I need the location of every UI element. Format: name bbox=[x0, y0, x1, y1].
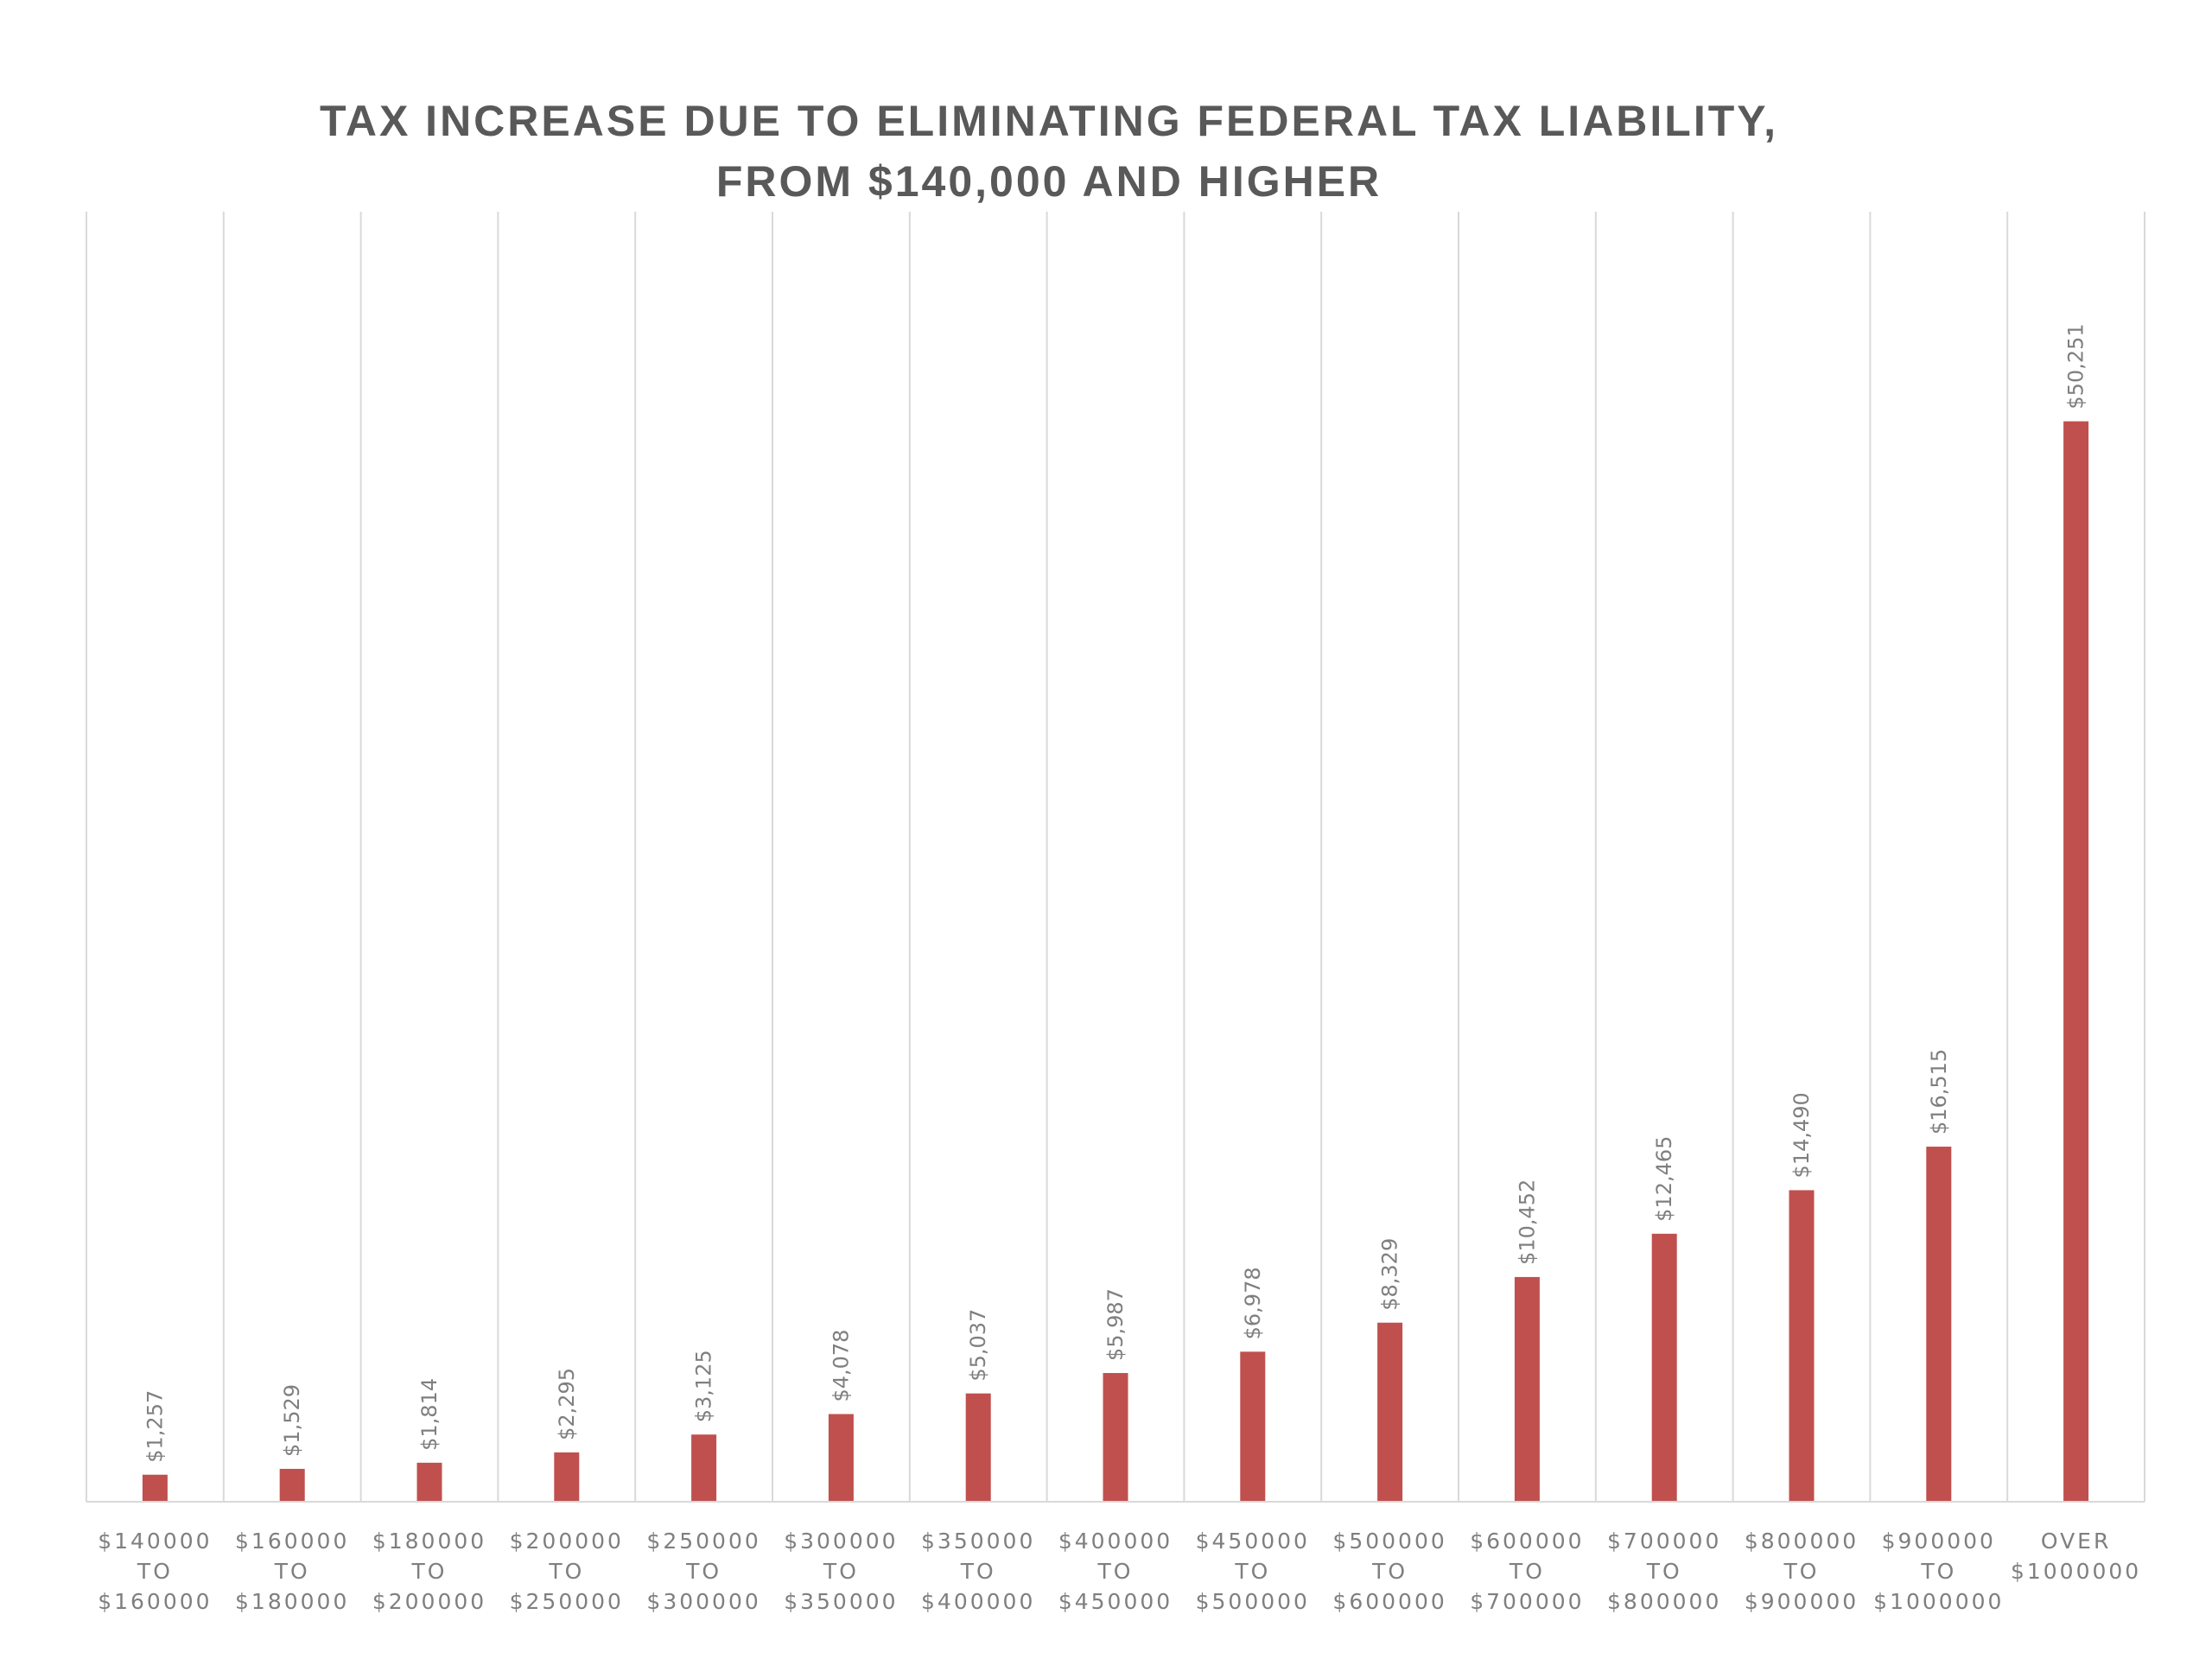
x-tick-label: $400000 bbox=[921, 1589, 1035, 1614]
x-tick-label: OVER bbox=[2041, 1529, 2112, 1554]
bar bbox=[1789, 1190, 1815, 1502]
x-tick-label: $450000 bbox=[1058, 1589, 1173, 1614]
x-tick-label: TO bbox=[1783, 1559, 1820, 1584]
x-tick-label: TO bbox=[274, 1559, 310, 1584]
bar bbox=[965, 1393, 991, 1502]
x-tick-label: TO bbox=[411, 1559, 448, 1584]
bar bbox=[691, 1434, 717, 1502]
data-label: $5,037 bbox=[966, 1309, 990, 1382]
bar bbox=[1926, 1147, 1952, 1502]
chart-title-line-2: FROM $140,000 AND HIGHER bbox=[715, 157, 1382, 206]
x-tick-label: $200000 bbox=[372, 1589, 486, 1614]
x-tick-label: $200000 bbox=[510, 1529, 624, 1554]
x-tick-label: $160000 bbox=[235, 1529, 349, 1554]
x-tick-label: $500000 bbox=[1332, 1529, 1446, 1554]
bar bbox=[554, 1452, 580, 1502]
x-tick-label: TO bbox=[1646, 1559, 1682, 1584]
x-tick-label: $250000 bbox=[510, 1589, 624, 1614]
x-tick-label: $900000 bbox=[1745, 1589, 1859, 1614]
x-tick-label: TO bbox=[1097, 1559, 1134, 1584]
x-tick-label: $450000 bbox=[1196, 1529, 1310, 1554]
chart-title-line-1: TAX INCREASE DUE TO ELIMINATING FEDERAL … bbox=[320, 97, 1778, 145]
x-tick-label: TO bbox=[823, 1559, 859, 1584]
x-tick-label: $700000 bbox=[1470, 1589, 1584, 1614]
x-tick-label: $1000000 bbox=[1873, 1589, 2004, 1614]
x-tick-label: $180000 bbox=[235, 1589, 349, 1614]
x-tick-label: $400000 bbox=[1058, 1529, 1173, 1554]
x-tick-label: TO bbox=[137, 1559, 173, 1584]
bar bbox=[1240, 1351, 1266, 1502]
x-tick-label: $600000 bbox=[1332, 1589, 1446, 1614]
bar bbox=[279, 1468, 305, 1502]
x-tick-label: TO bbox=[685, 1559, 721, 1584]
x-tick-label: TO bbox=[1509, 1559, 1545, 1584]
x-tick-label: $350000 bbox=[921, 1529, 1035, 1554]
x-tick-label: $700000 bbox=[1607, 1529, 1721, 1554]
data-label: $6,978 bbox=[1241, 1267, 1265, 1339]
data-labels: $1,257 $1,529 $1,814 $2,295 $3,125 $4,078 $5,0… bbox=[143, 323, 2088, 1462]
bar bbox=[2063, 421, 2089, 1502]
x-tick-label: TO bbox=[960, 1559, 996, 1584]
x-tick-label: $250000 bbox=[646, 1529, 760, 1554]
data-label: $1,814 bbox=[417, 1378, 442, 1451]
x-tick-label: $500000 bbox=[1196, 1589, 1310, 1614]
x-tick-label: $800000 bbox=[1607, 1589, 1721, 1614]
data-label: $16,515 bbox=[1927, 1049, 1951, 1135]
bars bbox=[142, 421, 2089, 1502]
data-label: $8,329 bbox=[1378, 1238, 1402, 1311]
bar bbox=[828, 1414, 854, 1502]
chart-title: TAX INCREASE DUE TO ELIMINATING FEDERAL … bbox=[0, 91, 2098, 212]
x-tick-label: $600000 bbox=[1470, 1529, 1584, 1554]
x-tick-label: $900000 bbox=[1882, 1529, 1996, 1554]
data-label: $10,452 bbox=[1515, 1179, 1539, 1265]
category-gridlines bbox=[86, 212, 2145, 1502]
data-label: $2,295 bbox=[555, 1368, 579, 1440]
x-tick-label: TO bbox=[1920, 1559, 1956, 1584]
data-label: $12,465 bbox=[1652, 1136, 1676, 1222]
data-label: $5,987 bbox=[1103, 1288, 1128, 1361]
x-tick-label: $160000 bbox=[98, 1589, 212, 1614]
bar bbox=[142, 1474, 168, 1502]
x-tick-label: $300000 bbox=[784, 1529, 898, 1554]
data-label: $50,251 bbox=[2064, 323, 2088, 409]
data-label: $4,078 bbox=[829, 1330, 853, 1402]
bar bbox=[1377, 1322, 1403, 1502]
bar bbox=[1651, 1233, 1677, 1502]
data-label: $3,125 bbox=[692, 1350, 716, 1422]
x-tick-label: $800000 bbox=[1745, 1529, 1859, 1554]
x-tick-label: $180000 bbox=[372, 1529, 486, 1554]
data-label: $1,257 bbox=[143, 1390, 167, 1463]
data-label: $14,490 bbox=[1789, 1092, 1814, 1178]
x-tick-label: TO bbox=[1371, 1559, 1408, 1584]
bar bbox=[1514, 1276, 1540, 1502]
x-tick-label: $350000 bbox=[784, 1589, 898, 1614]
bar bbox=[1103, 1373, 1128, 1502]
x-tick-label: TO bbox=[548, 1559, 584, 1584]
x-tick-label: $1000000 bbox=[2011, 1559, 2141, 1584]
x-tick-label: $300000 bbox=[646, 1589, 760, 1614]
x-tick-label: $140000 bbox=[98, 1529, 212, 1554]
x-axis-tick-labels: $140000 TO $160000 $160000 TO $180000 $180000 T… bbox=[98, 1529, 2141, 1614]
x-tick-label: TO bbox=[1234, 1559, 1270, 1584]
data-label: $1,529 bbox=[280, 1384, 304, 1457]
bar bbox=[416, 1462, 442, 1502]
